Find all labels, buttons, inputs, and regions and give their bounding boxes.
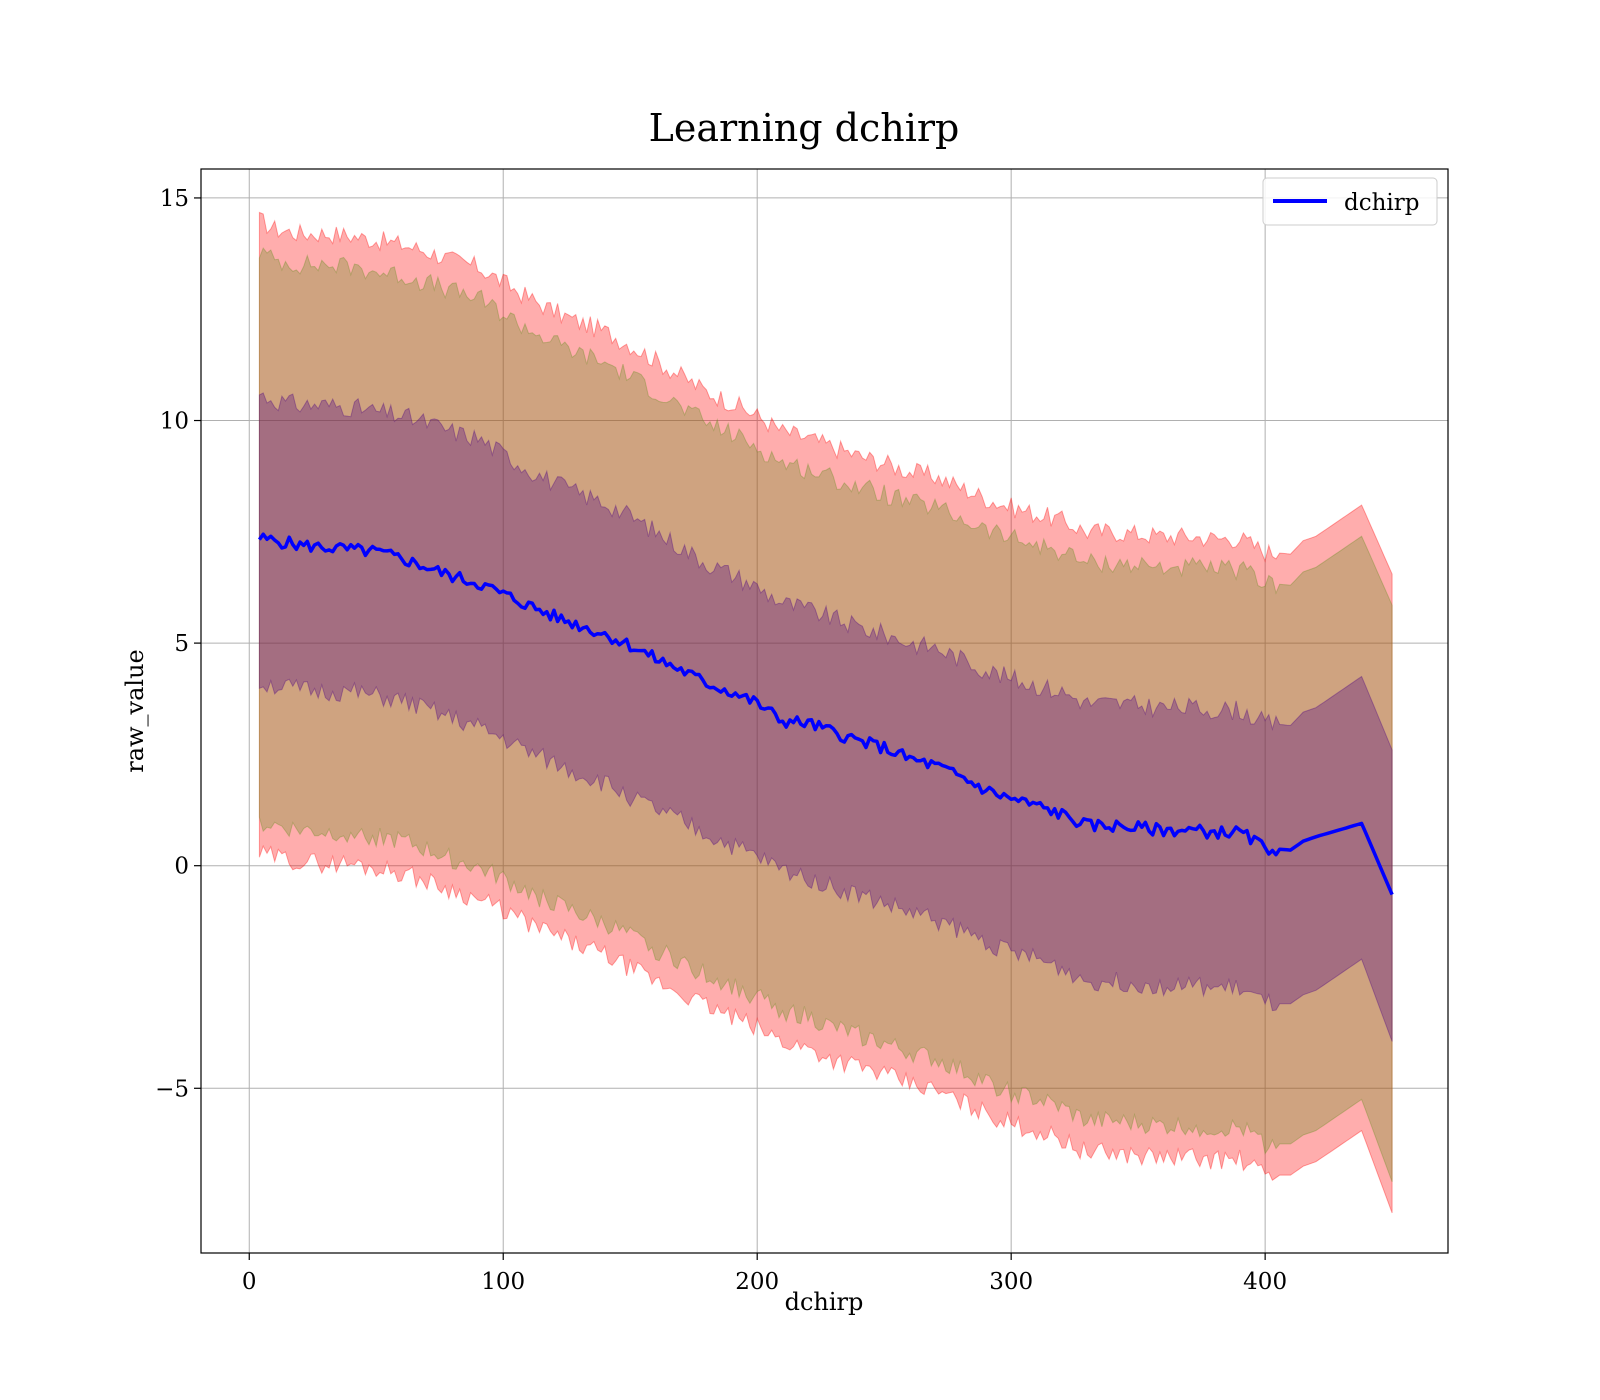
x-axis-label: dchirp: [785, 1288, 864, 1316]
y-tick-label: 10: [160, 409, 189, 435]
legend-label-dchirp: dchirp: [1344, 190, 1420, 216]
plot-area: [201, 169, 1448, 1253]
confidence-band-0: [258, 211, 1393, 1214]
grid: [201, 169, 1448, 1253]
x-tick-label: 0: [242, 1269, 257, 1295]
x-tick-label: 300: [989, 1269, 1033, 1295]
y-tick-label: 0: [174, 854, 189, 880]
confidence-bands: [258, 211, 1393, 1214]
x-tick-label: 200: [735, 1269, 779, 1295]
x-tick-label: 100: [481, 1269, 525, 1295]
chart-title: Learning dchirp: [649, 106, 960, 150]
x-axis-ticks: 0 100 200 300 400: [242, 1253, 1287, 1295]
plot-frame: [200, 168, 1449, 1254]
y-tick-label: −5: [155, 1076, 189, 1102]
legend: dchirp: [1262, 177, 1438, 226]
series-line-dchirp: [257, 532, 1394, 896]
y-axis-ticks: −5 0 5 10 15: [155, 186, 201, 1102]
y-axis-label: raw_value: [121, 649, 149, 773]
y-tick-label: 15: [160, 186, 189, 212]
y-tick-label: 5: [174, 631, 189, 657]
confidence-band-1: [258, 247, 1393, 1182]
x-tick-label: 400: [1243, 1269, 1287, 1295]
legend-box: [1262, 177, 1438, 226]
series-lines: [257, 532, 1394, 896]
confidence-band-2: [258, 392, 1393, 1042]
